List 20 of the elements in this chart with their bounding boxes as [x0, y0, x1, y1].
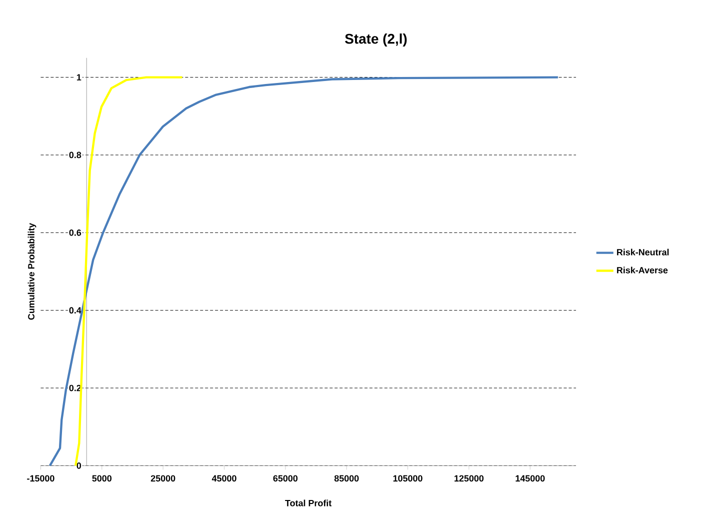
- chart-title: State (2,l): [345, 33, 407, 46]
- x-tick-label: -15000: [27, 475, 54, 482]
- line-series: [48, 76, 560, 467]
- y-tick-label: 1: [76, 74, 82, 80]
- legend-label: Risk-Averse: [617, 266, 668, 274]
- x-tick-label: 105000: [393, 475, 422, 482]
- x-tick-label: 45000: [212, 475, 236, 482]
- x-tick-label: 145000: [516, 475, 545, 482]
- y-tick-label: 0.8: [69, 152, 82, 158]
- y-tick-label: 0.6: [69, 229, 82, 236]
- x-tick-label: 5000: [92, 475, 112, 482]
- x-axis-title: Total Profit: [285, 500, 332, 506]
- legend-label: Risk-Neutral: [617, 248, 669, 256]
- y-axis-title: Cumulative Probability: [28, 222, 36, 320]
- x-tick-label: 125000: [454, 475, 484, 482]
- y-tick-label: 0: [76, 462, 82, 469]
- x-tick-label: 85000: [334, 475, 359, 482]
- y-tick-label: 0.4: [69, 307, 82, 314]
- x-tick-label: 25000: [150, 475, 176, 482]
- x-tick-label: 65000: [273, 475, 298, 482]
